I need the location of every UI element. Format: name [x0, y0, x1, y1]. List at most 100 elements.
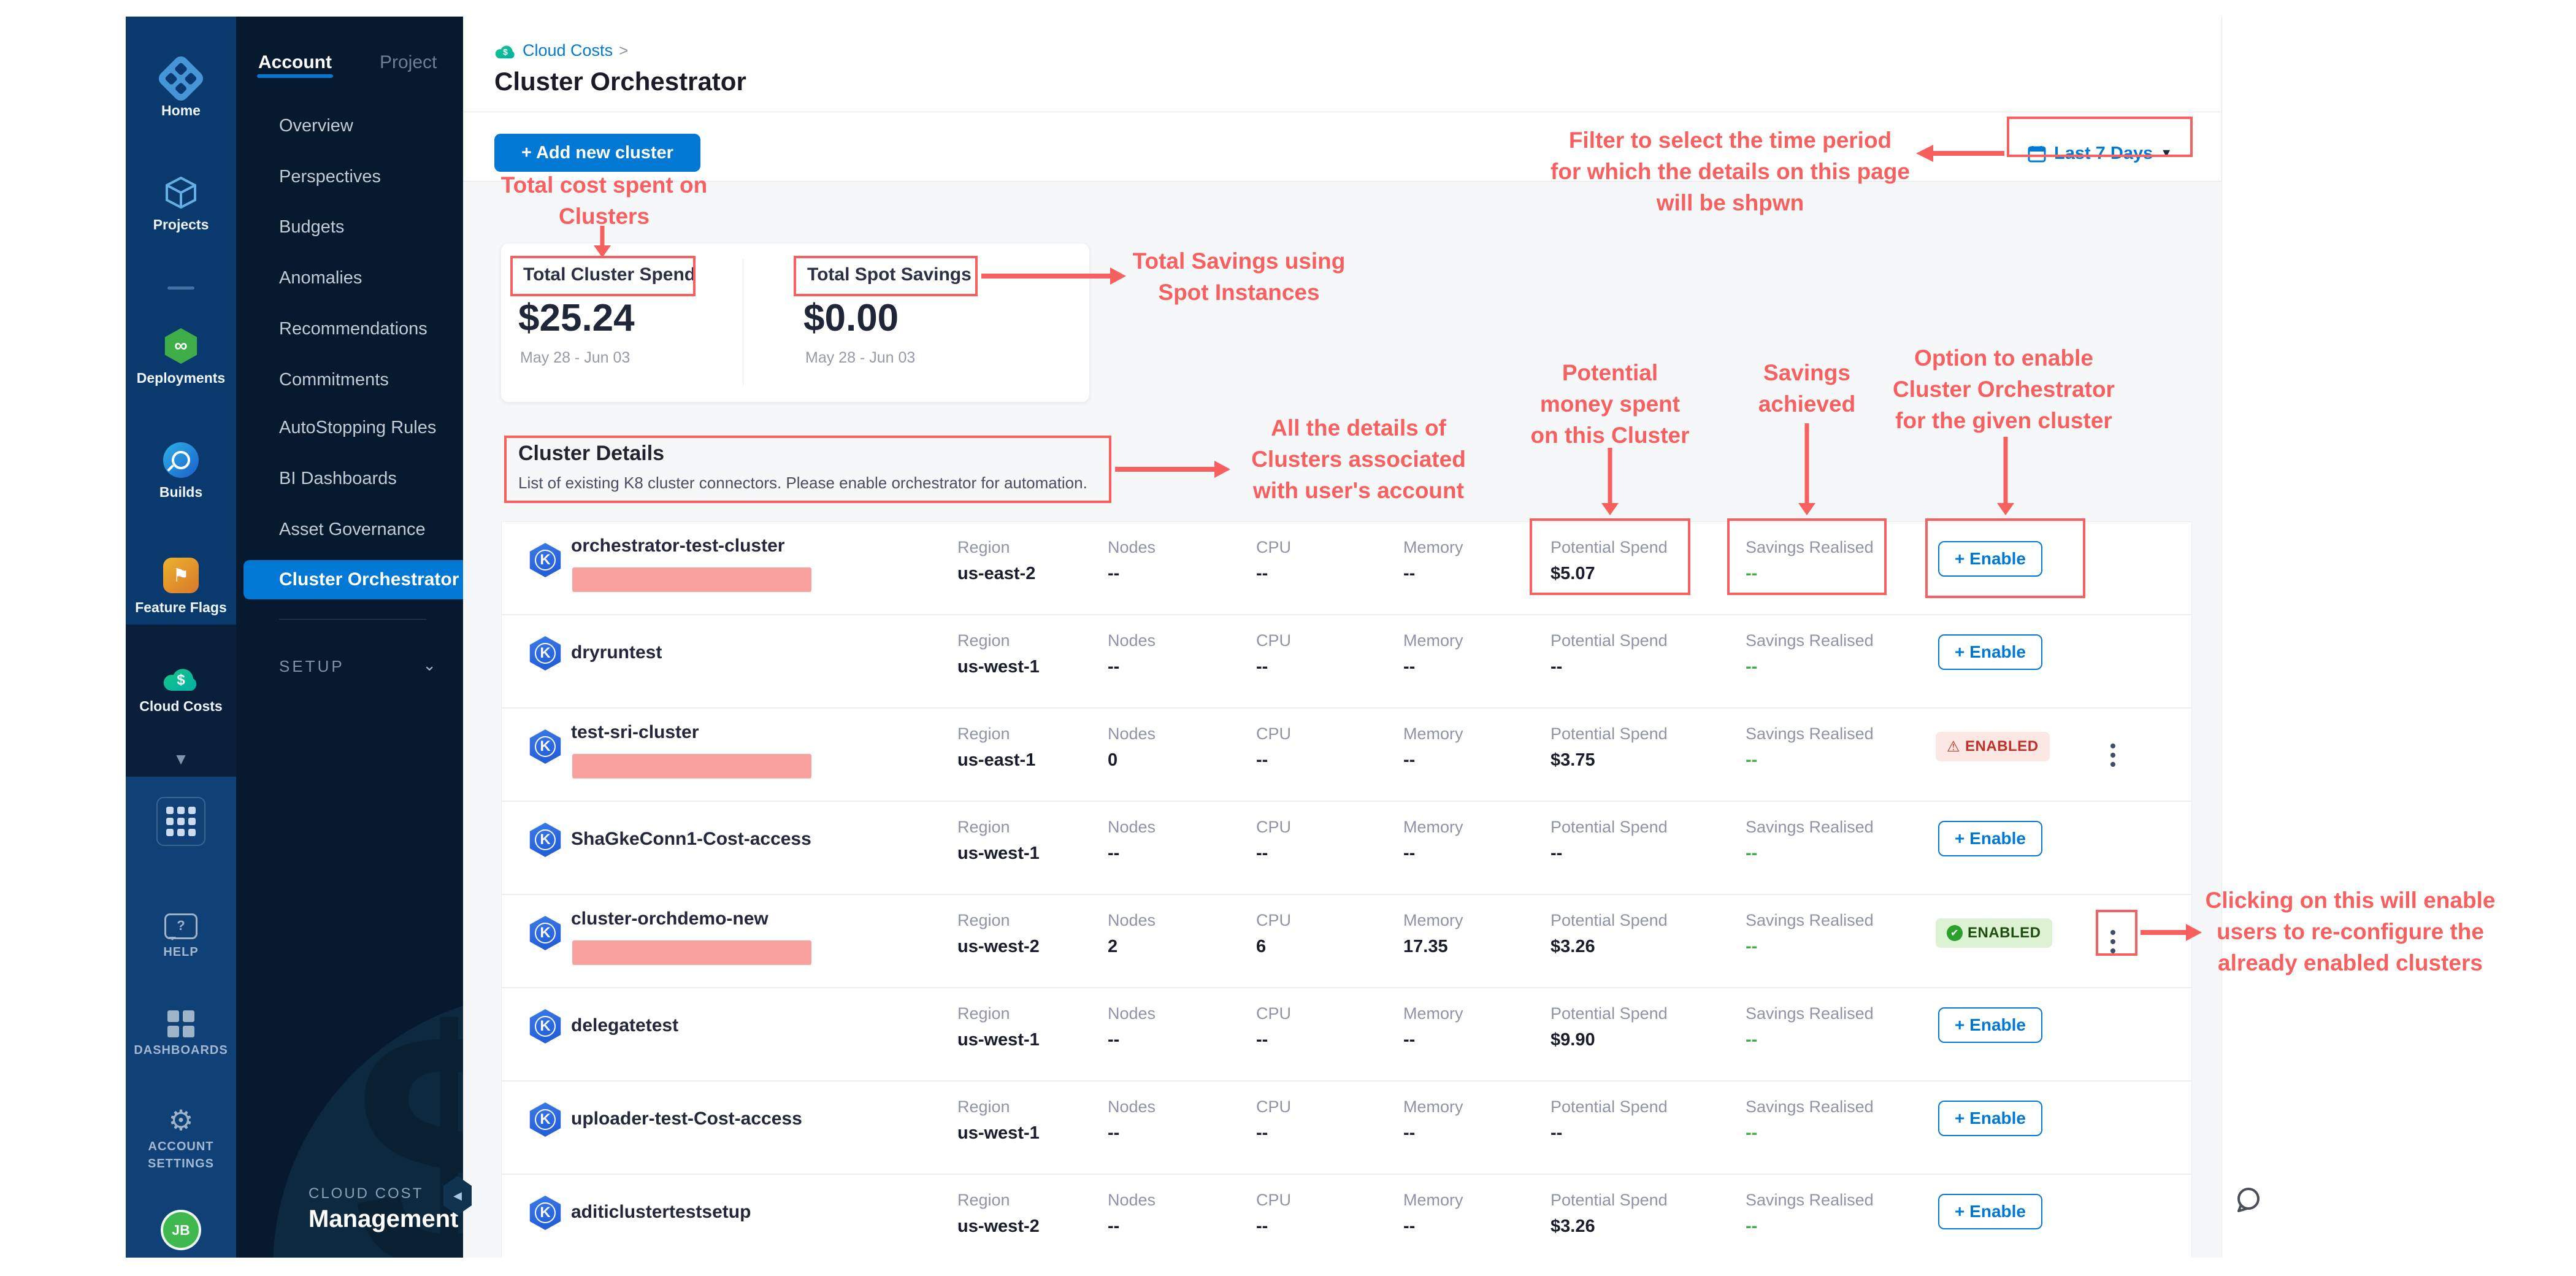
column-label-region: Region: [957, 538, 1010, 556]
enable-button[interactable]: + Enable: [1938, 1007, 2042, 1043]
chevron-down-icon[interactable]: ▼: [173, 750, 189, 768]
enable-button[interactable]: + Enable: [1938, 541, 2042, 577]
memory-value: --: [1403, 1123, 1416, 1143]
nodes-value: --: [1108, 657, 1120, 677]
memory-value: --: [1403, 1030, 1416, 1050]
help-chat-icon: ?: [164, 913, 197, 940]
sidebar-item-account-settings[interactable]: ⚙ ACCOUNT SETTINGS: [126, 1106, 236, 1172]
breadcrumb-link-cloud-costs[interactable]: Cloud Costs: [523, 41, 613, 60]
enable-button[interactable]: + Enable: [1938, 1101, 2042, 1136]
column-label-region: Region: [957, 724, 1010, 743]
nodes-value: 0: [1108, 750, 1118, 770]
column-label-savings-realised: Savings Realised: [1746, 1004, 1874, 1023]
calendar-icon: [2028, 146, 2046, 163]
region-value: us-west-1: [957, 1123, 1040, 1143]
column-label-memory: Memory: [1403, 724, 1463, 743]
region-value: us-west-1: [957, 844, 1040, 863]
breadcrumb-separator: >: [619, 41, 629, 60]
tab-project[interactable]: Project: [380, 52, 437, 72]
memory-value: --: [1403, 564, 1416, 583]
section-subtitle: List of existing K8 cluster connectors. …: [518, 474, 1087, 492]
module-switcher-button[interactable]: [126, 797, 236, 846]
chevron-down-icon: ⌄: [423, 656, 439, 674]
tab-underline: [257, 74, 333, 78]
column-label-savings-realised: Savings Realised: [1746, 538, 1874, 556]
potential-spend-value: $3.26: [1551, 937, 1595, 956]
user-avatar[interactable]: JB: [126, 1210, 236, 1250]
rail-bottom-section: [126, 777, 236, 1258]
cluster-table: K orchestrator-test-cluster Region us-eas…: [501, 521, 2192, 1258]
table-row: K aditiclustertestsetup Region us-west-2 …: [502, 1175, 2191, 1258]
kebab-menu-button[interactable]: [2103, 733, 2123, 777]
region-value: us-west-2: [957, 937, 1040, 956]
column-label-savings-realised: Savings Realised: [1746, 1191, 1874, 1209]
support-chat-button[interactable]: [2233, 1184, 2264, 1219]
setup-section-toggle[interactable]: SETUP ⌄: [279, 656, 439, 675]
cloud-costs-subnav: $ Account Project Overview Perspectives …: [236, 17, 463, 1258]
sidebar-item-cloud-costs[interactable]: $ Cloud Costs: [126, 664, 236, 715]
annotation-potential-spend: Potential money spent on this Cluster: [1530, 360, 1690, 448]
potential-spend-value: --: [1551, 844, 1563, 863]
sidebar-item-anomalies[interactable]: Anomalies: [279, 268, 362, 288]
sidebar-item-feature-flags[interactable]: ⚑ Feature Flags: [126, 558, 236, 616]
cloud-dollar-icon: $: [495, 45, 515, 58]
potential-spend-value: $9.90: [1551, 1030, 1595, 1050]
column-label-savings-realised: Savings Realised: [1746, 631, 1874, 650]
flag-icon: ⚑: [163, 558, 199, 593]
nodes-value: --: [1108, 1030, 1120, 1050]
sidebar-item-autostopping[interactable]: AutoStopping Rules: [279, 418, 437, 437]
sidebar-item-cluster-orchestrator[interactable]: Cluster Orchestrator: [243, 560, 463, 599]
sidebar-item-commitments[interactable]: Commitments: [279, 370, 389, 390]
enable-button[interactable]: + Enable: [1938, 634, 2042, 670]
sidebar-item-budgets[interactable]: Budgets: [279, 217, 345, 237]
column-label-cpu: CPU: [1256, 538, 1292, 556]
sidebar-item-bi-dashboards[interactable]: BI Dashboards: [279, 469, 397, 488]
cpu-value: 6: [1256, 937, 1267, 956]
memory-value: --: [1403, 750, 1416, 770]
column-label-nodes: Nodes: [1108, 1191, 1156, 1209]
arrow-right-icon: [2141, 924, 2202, 941]
enable-button[interactable]: + Enable: [1938, 1194, 2042, 1229]
memory-value: --: [1403, 844, 1416, 863]
sidebar-item-home[interactable]: Home: [126, 53, 236, 119]
sidebar-item-asset-governance[interactable]: Asset Governance: [279, 520, 426, 539]
table-row: K uploader-test-Cost-access Region us-wes…: [502, 1082, 2191, 1175]
gear-icon: ⚙: [168, 1104, 194, 1136]
sidebar-item-deployments[interactable]: ∞ Deployments: [126, 328, 236, 386]
annotation-enable-option: Option to enable Cluster Orchestrator for …: [1893, 345, 2115, 433]
sidebar-item-perspectives[interactable]: Perspectives: [279, 167, 381, 186]
column-label-potential-spend: Potential Spend: [1551, 818, 1668, 836]
add-new-cluster-button[interactable]: + Add new cluster: [494, 134, 700, 172]
column-label-memory: Memory: [1403, 911, 1463, 929]
savings-realised-value: --: [1746, 844, 1758, 863]
sidebar-item-dashboards[interactable]: DASHBOARDS: [126, 1010, 236, 1058]
arrow-down-icon: [594, 226, 611, 258]
column-label-region: Region: [957, 1004, 1010, 1023]
region-value: us-west-2: [957, 1216, 1040, 1236]
sidebar-item-builds[interactable]: Builds: [126, 442, 236, 501]
column-label-cpu: CPU: [1256, 818, 1292, 836]
sidebar-item-projects[interactable]: Projects: [126, 175, 236, 233]
column-label-potential-spend: Potential Spend: [1551, 538, 1668, 556]
sidebar-item-recommendations[interactable]: Recommendations: [279, 319, 427, 339]
svg-text:$: $: [503, 47, 508, 56]
cluster-name: orchestrator-test-cluster: [571, 536, 785, 556]
date-range-dropdown[interactable]: Last 7 Days ▼: [2007, 133, 2193, 174]
column-label-region: Region: [957, 1097, 1010, 1116]
region-value: us-west-1: [957, 1030, 1040, 1050]
kebab-menu-button[interactable]: [2103, 920, 2123, 964]
arrow-down-icon: [1997, 437, 2014, 515]
enable-button[interactable]: + Enable: [1938, 821, 2042, 856]
sidebar-item-overview[interactable]: Overview: [279, 116, 353, 136]
nodes-value: 2: [1108, 937, 1118, 956]
savings-realised-value: --: [1746, 937, 1758, 956]
column-label-potential-spend: Potential Spend: [1551, 1004, 1668, 1023]
tab-account[interactable]: Account: [258, 52, 332, 72]
column-label-region: Region: [957, 1191, 1010, 1209]
page-title: Cluster Orchestrator: [494, 67, 746, 96]
rail-divider: [167, 286, 194, 290]
column-label-region: Region: [957, 818, 1010, 836]
sidebar-item-help[interactable]: ? HELP: [126, 913, 236, 959]
check-icon: ✔: [1947, 925, 1963, 941]
column-label-memory: Memory: [1403, 631, 1463, 650]
